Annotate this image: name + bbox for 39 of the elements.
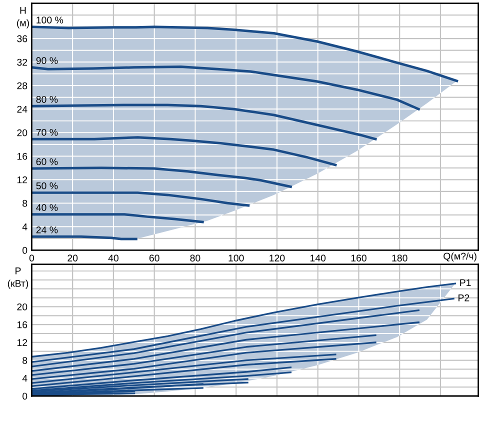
series-label: 80 %	[36, 96, 58, 103]
series-label: 60 %	[36, 158, 58, 166]
x-tick-label: 0	[29, 254, 34, 262]
x-axis-title: Q(м?/ч)	[444, 252, 476, 262]
x-tick-label: 100	[228, 254, 244, 262]
y-tick-label: 32	[17, 58, 28, 66]
y-tick-label: 24	[17, 106, 28, 113]
y-tick-label: 0	[22, 246, 28, 254]
x-tick-label: 20	[68, 254, 78, 262]
x-tick-label: 120	[270, 254, 285, 262]
series-label: 40 %	[36, 204, 58, 212]
x-tick-label: 80	[190, 254, 200, 262]
x-tick-label: 40	[108, 254, 118, 262]
y-tick-label: 0	[22, 392, 28, 400]
series-label: 50 %	[36, 182, 58, 190]
y-axis-title: P (кВт)	[8, 268, 28, 289]
series-label: 100 %	[36, 16, 64, 24]
y-tick-label: 12	[17, 176, 28, 184]
series-label: 70 %	[36, 128, 58, 136]
series-label: P1	[460, 279, 471, 286]
x-tick-label: 180	[392, 254, 408, 262]
y-tick-label: 16	[17, 321, 28, 328]
x-tick-label: 60	[149, 254, 160, 262]
y-tick-label: 20	[17, 129, 28, 136]
y-tick-label: 4	[22, 224, 28, 230]
y-tick-label: 8	[22, 200, 28, 207]
y-tick-label: 36	[17, 35, 28, 42]
series-label: 24 %	[36, 226, 58, 234]
x-tick-label: 140	[310, 254, 326, 262]
y-tick-label: 20	[17, 303, 28, 310]
y-axis-title: H (м)	[17, 7, 29, 28]
y-tick-label: 12	[17, 339, 28, 346]
y-tick-label: 28	[17, 82, 28, 90]
y-tick-label: 8	[22, 357, 28, 364]
x-tick-label: 160	[351, 254, 366, 262]
y-tick-label: 16	[17, 152, 28, 160]
series-label: 90 %	[36, 57, 58, 64]
series-label: P2	[458, 294, 470, 302]
y-tick-label: 4	[22, 374, 28, 382]
